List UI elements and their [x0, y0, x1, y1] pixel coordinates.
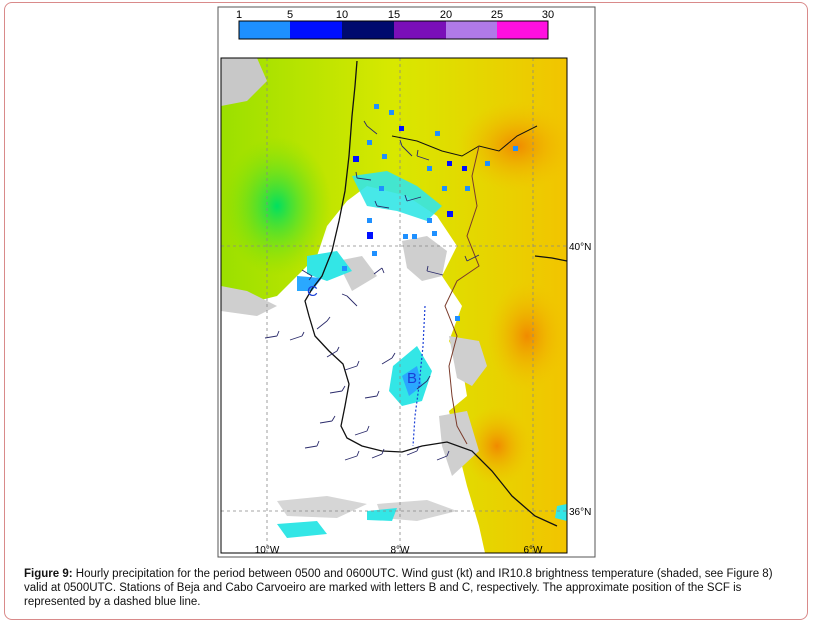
lat-label-40n: 40°N: [569, 242, 591, 253]
lat-label-36n: 36°N: [569, 507, 591, 518]
lon-label-6w: 6°W: [524, 545, 544, 556]
colorbar-segment-4: [394, 21, 446, 39]
colorbar: 1 5 10 15 20 25 30: [236, 9, 554, 40]
scf-line: [412, 305, 426, 447]
lon-label-10w: 10°W: [255, 545, 280, 556]
colorbar-segment-6: [497, 21, 548, 39]
station-carvoeiro-label: C: [307, 283, 318, 300]
colorbar-tick-20: 20: [440, 9, 452, 21]
colorbar-segment-2: [290, 21, 342, 39]
colorbar-tick-25: 25: [491, 9, 503, 21]
lon-label-8w: 8°W: [391, 545, 411, 556]
station-beja-label: B: [407, 370, 417, 387]
precip-stations: [342, 104, 518, 321]
figure-caption: Figure 9: Hourly precipitation for the p…: [24, 567, 790, 609]
map-figure: 1 5 10 15 20 25 30: [217, 6, 596, 558]
colorbar-segment-1: [239, 21, 290, 39]
map-border: [220, 57, 568, 554]
colorbar-tick-5: 5: [287, 9, 293, 21]
colorbar-tick-15: 15: [388, 9, 400, 21]
colorbar-tick-1: 1: [236, 9, 242, 21]
colorbar-tick-10: 10: [336, 9, 348, 21]
caption-label: Figure 9:: [24, 568, 73, 580]
wind-barbs: [264, 120, 480, 461]
map-panel: B C: [221, 58, 567, 553]
figure-9: 1 5 10 15 20 25 30: [217, 6, 597, 559]
colorbar-segment-3: [342, 21, 394, 39]
colorbar-segment-5: [446, 21, 497, 39]
colorbar-tick-30: 30: [542, 9, 554, 21]
caption-text: Hourly precipitation for the period betw…: [24, 568, 773, 608]
